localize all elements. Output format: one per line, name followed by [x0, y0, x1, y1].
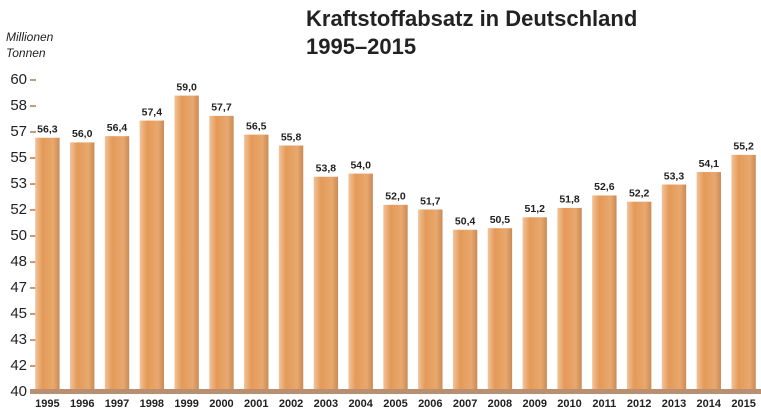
bar [522, 217, 547, 392]
x-tick-label: 2010 [557, 398, 581, 410]
bar [626, 201, 652, 392]
value-label: 57,4 [142, 106, 163, 118]
value-label: 56,3 [37, 124, 58, 136]
value-label: 52,0 [385, 191, 406, 203]
bar [452, 229, 478, 392]
value-label: 50,5 [490, 214, 511, 226]
value-label: 51,8 [559, 194, 580, 206]
bar [731, 154, 756, 392]
bar [139, 120, 165, 392]
bar [313, 176, 339, 392]
baseline [30, 389, 761, 394]
bar [592, 195, 617, 392]
value-label: 54,0 [350, 159, 371, 171]
x-tick-label: 2008 [488, 398, 512, 410]
value-label: 51,2 [525, 203, 546, 215]
value-label: 59,0 [176, 81, 197, 93]
value-label: 52,6 [594, 181, 615, 193]
y-tick-label: 45 [10, 305, 27, 322]
y-tick-label: 42 [10, 357, 27, 374]
x-tick-label: 2009 [522, 398, 546, 410]
y-tick-label: 40 [10, 383, 27, 400]
x-tick-label: 2011 [592, 398, 616, 410]
x-tick-label: 2001 [244, 398, 268, 410]
value-label: 56,4 [107, 122, 128, 134]
value-label: 52,2 [629, 187, 650, 199]
y-tick-label: 52 [10, 201, 27, 218]
value-label: 55,8 [281, 131, 302, 143]
x-tick-label: 2013 [662, 398, 686, 410]
y-tick-label: 43 [10, 331, 27, 348]
bar [244, 134, 269, 392]
value-label: 56,5 [246, 120, 267, 132]
y-tick-label: 53 [10, 175, 27, 192]
y-tick-label: 50 [10, 227, 27, 244]
bar [661, 184, 687, 392]
y-tick-label: 57 [10, 123, 27, 140]
y-axis-label: Millionen [6, 30, 54, 44]
x-tick-label: 2002 [279, 398, 303, 410]
bar [209, 115, 234, 392]
bar [70, 142, 95, 392]
bar [278, 145, 304, 392]
value-label: 53,8 [316, 163, 337, 175]
chart-title: Kraftstoffabsatz in Deutschland [306, 6, 637, 31]
value-label: 53,3 [664, 170, 685, 182]
y-tick-label: 55 [10, 149, 27, 166]
x-tick-label: 2003 [314, 398, 338, 410]
bar [487, 228, 513, 392]
value-label: 57,7 [211, 102, 232, 114]
x-tick-label: 2015 [731, 398, 755, 410]
x-tick-label: 2006 [418, 398, 442, 410]
y-tick-label: 58 [10, 97, 27, 114]
x-tick-label: 1999 [174, 398, 198, 410]
value-label: 54,1 [699, 158, 720, 170]
bar [35, 137, 60, 392]
x-tick-label: 2000 [209, 398, 233, 410]
x-tick-label: 2014 [697, 398, 722, 410]
x-tick-label: 2005 [383, 398, 407, 410]
y-tick-label: 47 [10, 279, 27, 296]
chart-title: 1995–2015 [306, 34, 416, 59]
bar [696, 172, 721, 392]
x-tick-label: 1998 [140, 398, 164, 410]
value-label: 51,7 [420, 195, 441, 207]
value-label: 50,4 [455, 216, 476, 228]
x-tick-label: 1997 [105, 398, 129, 410]
y-tick-label: 60 [10, 71, 27, 88]
bar [174, 95, 199, 392]
x-tick-label: 2007 [453, 398, 477, 410]
x-tick-label: 1995 [35, 398, 59, 410]
bar [557, 207, 582, 392]
x-tick-label: 2004 [348, 398, 373, 410]
bar [383, 204, 408, 392]
y-tick-label: 48 [10, 253, 27, 270]
bar [348, 173, 373, 392]
x-tick-label: 1996 [70, 398, 94, 410]
value-label: 56,0 [72, 128, 93, 140]
bar [104, 136, 130, 392]
value-label: 55,2 [733, 141, 754, 153]
y-axis-label: Tonnen [6, 46, 46, 60]
bar [418, 209, 443, 392]
x-tick-label: 2012 [627, 398, 651, 410]
